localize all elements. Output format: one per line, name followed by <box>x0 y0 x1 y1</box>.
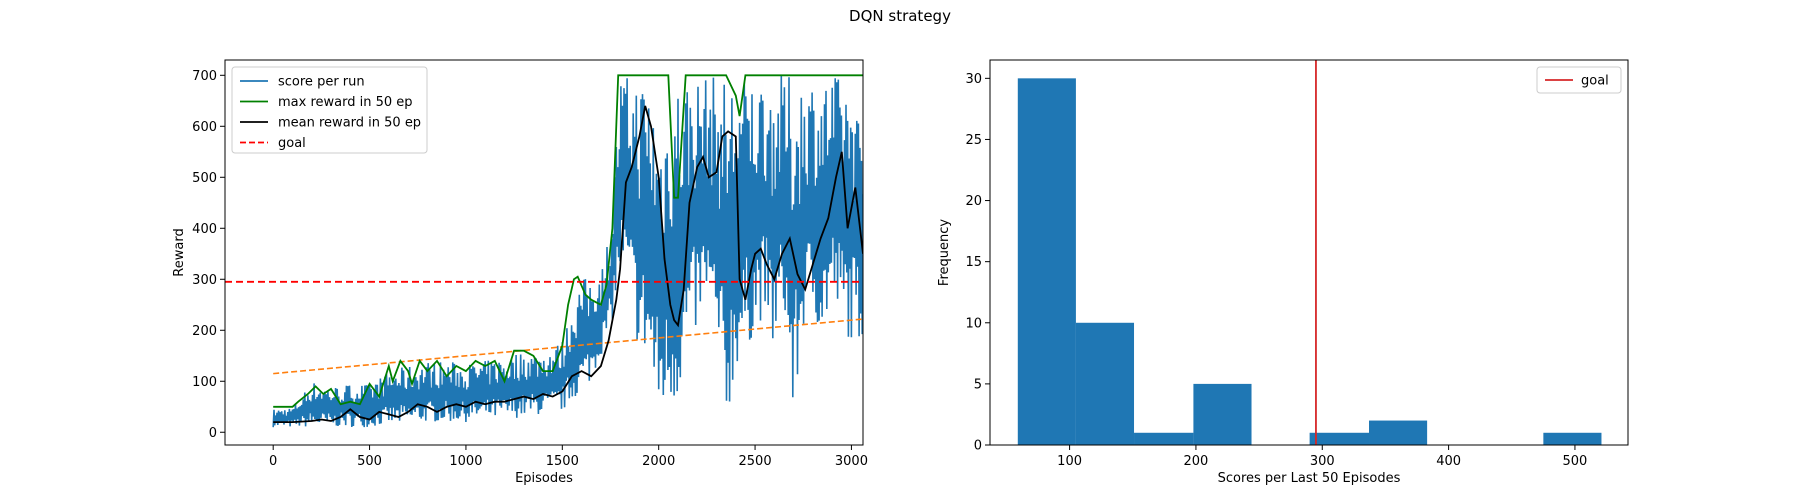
histogram-y-tick-label: 10 <box>965 316 982 331</box>
reward-y-tick-label: 300 <box>192 273 217 288</box>
histogram-bars <box>1017 78 1602 445</box>
reward-y-tick-label: 600 <box>192 120 217 135</box>
mean-reward-line <box>273 105 863 424</box>
reward-x-tick-label: 1500 <box>546 454 579 469</box>
reward-y-tick-label: 200 <box>192 324 217 339</box>
histogram-y-tick-label: 30 <box>965 72 982 87</box>
reward-y-tick-label: 700 <box>192 69 217 84</box>
score-histogram: 100 200 300 400 500 0 5 10 15 20 25 30 Scores per La… <box>937 59 1629 486</box>
histogram-y-tick-label: 0 <box>974 439 982 454</box>
histogram-x-tick-label: 500 <box>1563 454 1588 469</box>
reward-legend-label: score per run <box>278 75 365 90</box>
histogram-bar <box>1134 432 1194 445</box>
reward-legend-label: goal <box>278 136 306 151</box>
histogram-bar <box>1309 432 1370 445</box>
histogram-y-axis-label: Frequency <box>937 219 952 286</box>
histogram-x-tick-label: 200 <box>1184 454 1209 469</box>
reward-legend-box <box>231 66 428 154</box>
reward-x-tick-label: 0 <box>269 454 277 469</box>
reward-y-axis-label: Reward <box>172 228 187 276</box>
reward-y-tick-label: 400 <box>192 222 217 237</box>
reward-line-chart: 0 500 1000 1500 2000 2500 3000 0 100 200 300 400 500… <box>172 59 868 486</box>
reward-x-tick-label: 500 <box>357 454 382 469</box>
histogram-y-tick-label: 25 <box>965 133 982 148</box>
histogram-axes-frame <box>989 59 1629 446</box>
histogram-x-axis-label: Scores per Last 50 Episodes <box>1218 471 1401 486</box>
histogram-legend-box <box>1536 66 1622 94</box>
reward-y-tick-label: 500 <box>192 171 217 186</box>
reward-legend-label: max reward in 50 ep <box>278 95 413 110</box>
reward-legend-label: mean reward in 50 ep <box>278 116 421 131</box>
histogram-y-tick-label: 15 <box>965 255 982 270</box>
histogram-y-tick-label: 20 <box>965 194 982 209</box>
histogram-y-tick-label: 5 <box>974 377 982 392</box>
histogram-x-tick-label: 100 <box>1057 454 1082 469</box>
histogram-bar <box>1193 383 1252 445</box>
histogram-x-tick-label: 400 <box>1436 454 1461 469</box>
reward-x-tick-label: 2500 <box>739 454 772 469</box>
histogram-bar <box>1017 78 1076 445</box>
histogram-bar <box>1075 322 1135 445</box>
histogram-legend: goal <box>1536 66 1622 94</box>
histogram-legend-label: goal <box>1581 74 1609 89</box>
figure-title: DQN strategy <box>849 7 951 25</box>
reward-x-tick-label: 1000 <box>449 454 482 469</box>
reward-x-tick-label: 3000 <box>835 454 868 469</box>
reward-x-axis-label: Episodes <box>515 471 573 486</box>
reward-x-tick-label: 2000 <box>642 454 675 469</box>
reward-axes-frame <box>224 59 864 446</box>
reward-plot-area <box>225 74 863 428</box>
histogram-bar <box>1369 420 1428 445</box>
reward-y-tick-label: 100 <box>192 375 217 390</box>
reward-legend: score per run max reward in 50 ep mean rew… <box>231 66 428 154</box>
histogram-bar <box>1543 432 1602 445</box>
max-reward-line <box>273 74 863 408</box>
score-per-run-line <box>272 75 863 428</box>
reward-y-tick-label: 0 <box>209 426 217 441</box>
histogram-x-tick-label: 300 <box>1310 454 1335 469</box>
